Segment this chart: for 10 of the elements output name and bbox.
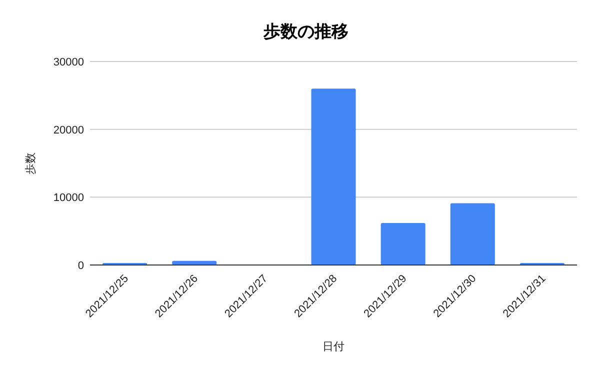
- y-tick-label: 0: [78, 260, 84, 272]
- chart-title: 歩数の推移: [262, 22, 348, 41]
- y-tick-label: 20000: [53, 124, 84, 136]
- y-tick-label: 30000: [53, 56, 84, 68]
- bar: [380, 222, 426, 265]
- bar: [450, 203, 495, 265]
- bar: [311, 88, 356, 265]
- x-axis-title: 日付: [322, 341, 344, 353]
- y-tick-label: 10000: [53, 192, 84, 204]
- y-axis-title: 歩数: [24, 152, 37, 174]
